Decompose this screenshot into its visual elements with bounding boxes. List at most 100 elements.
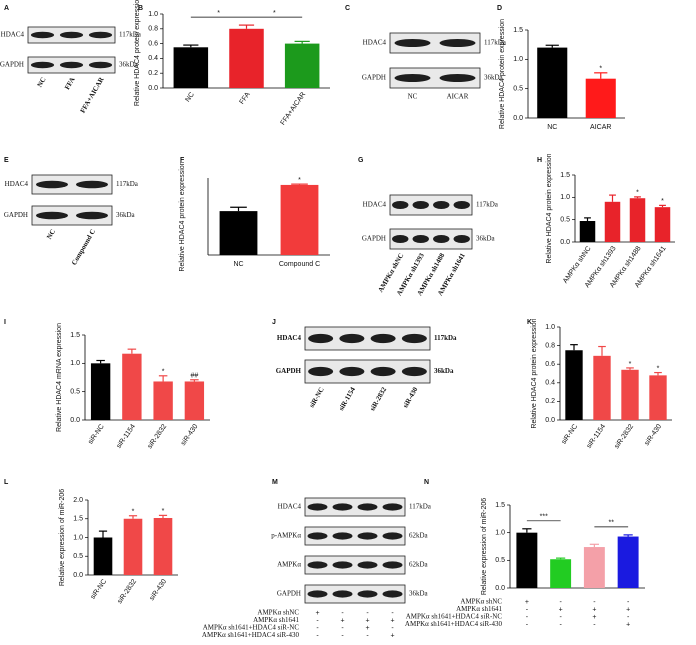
bar <box>579 221 596 242</box>
x-tick-label: AICAR <box>590 124 611 131</box>
condition-mark: + <box>626 621 630 628</box>
protein-label: HDAC4 <box>5 180 29 188</box>
condition-mark: - <box>593 621 596 628</box>
protein-label: HDAC4 <box>363 39 387 47</box>
condition-label: AMPKα sh1641+HDAC4 siR-430 <box>405 620 503 628</box>
y-axis-label: Relative HDAC4 mRNA expression <box>56 323 63 432</box>
y-tick-label: 0.0 <box>70 417 80 424</box>
condition-mark: - <box>366 610 369 617</box>
band <box>36 180 68 189</box>
protein-label: HDAC4 <box>363 201 387 209</box>
band <box>339 366 365 377</box>
blot-frame <box>304 555 406 575</box>
y-axis-label: Relative HDAC4 protein expression <box>546 153 553 263</box>
panel-letter: A <box>4 5 9 12</box>
bar <box>219 211 258 255</box>
condition-label: AMPKα sh1641 <box>253 616 299 624</box>
size-label: 117kDa <box>116 180 139 188</box>
panel-letter: B <box>138 5 143 12</box>
bar <box>629 198 646 242</box>
condition-mark: + <box>315 610 319 617</box>
band <box>401 366 427 377</box>
bar <box>90 363 111 420</box>
band <box>439 74 476 82</box>
condition-mark: - <box>316 617 319 624</box>
bar <box>654 207 671 242</box>
significance-mark: * <box>636 190 639 197</box>
band <box>36 211 68 220</box>
bar <box>621 369 639 420</box>
condition-mark: - <box>559 614 562 621</box>
lane-label: siR-2832 <box>368 385 388 412</box>
bar <box>153 518 173 575</box>
condition-mark: - <box>366 632 369 639</box>
condition-mark: - <box>526 606 529 613</box>
condition-mark: + <box>592 606 596 613</box>
x-tick-label: siR-1154 <box>586 423 608 450</box>
condition-label: AMPKα sh1641+HDAC4 siR-NC <box>203 624 300 632</box>
band <box>308 333 334 344</box>
size-label: 117kDa <box>484 39 507 47</box>
y-axis-label: Relative expression of miR-206 <box>481 498 488 595</box>
significance-mark: * <box>132 509 135 516</box>
size-label: 36kDa <box>476 235 496 243</box>
size-label: 36kDa <box>434 367 454 375</box>
protein-label: GAPDH <box>4 211 28 219</box>
band <box>76 180 108 189</box>
condition-label: AMPKα shNC <box>460 598 502 606</box>
protein-label: GAPDH <box>277 590 301 598</box>
condition-mark: - <box>341 632 344 639</box>
lane-label: siR-430 <box>401 385 419 409</box>
size-label: 117kDa <box>434 334 457 342</box>
condition-mark: - <box>316 625 319 632</box>
band <box>357 590 378 598</box>
condition-mark: + <box>390 632 394 639</box>
y-tick-label: 0.6 <box>148 40 158 47</box>
size-label: 62kDa <box>409 532 429 540</box>
bar <box>123 518 143 575</box>
band <box>433 201 450 209</box>
condition-mark: - <box>593 599 596 606</box>
condition-label: AMPKα sh1641 <box>456 605 502 613</box>
band <box>357 503 378 511</box>
protein-label: HDAC4 <box>1 31 25 39</box>
x-tick-label: siR-2832 <box>613 423 635 450</box>
size-label: 117kDa <box>409 503 432 511</box>
band <box>382 561 403 569</box>
x-tick-label: siR-430 <box>180 423 200 447</box>
bar <box>585 78 616 118</box>
y-tick-label: 0.0 <box>148 85 158 92</box>
blot-frame <box>389 194 473 216</box>
band <box>308 366 334 377</box>
panel-letter: F <box>180 157 185 164</box>
blot-frame <box>31 174 113 195</box>
y-tick-label: 0.0 <box>495 585 505 592</box>
y-tick-label: 1.5 <box>495 502 505 509</box>
band <box>357 561 378 569</box>
band <box>357 532 378 540</box>
size-label: 117kDa <box>476 201 499 209</box>
significance-mark: * <box>629 361 632 368</box>
y-tick-label: 1.0 <box>148 11 158 18</box>
x-tick-label: siR-NC <box>560 423 579 445</box>
bar <box>565 350 583 420</box>
band <box>59 31 84 39</box>
condition-mark: - <box>341 625 344 632</box>
panel-letter: N <box>424 479 429 486</box>
band <box>382 532 403 540</box>
y-tick-label: 0.0 <box>545 417 555 424</box>
condition-mark: + <box>365 625 369 632</box>
x-tick-label: Compound C <box>279 261 320 268</box>
bar <box>229 28 264 88</box>
band <box>30 31 55 39</box>
bar <box>537 47 568 118</box>
band <box>453 201 470 209</box>
condition-mark: - <box>341 610 344 617</box>
bar <box>604 201 621 242</box>
bar <box>550 559 572 588</box>
significance-mark: * <box>217 10 220 17</box>
x-tick-label: siR-430 <box>149 578 169 602</box>
band <box>339 333 365 344</box>
x-tick-label: NC <box>184 91 196 103</box>
size-label: 36kDa <box>484 74 504 82</box>
